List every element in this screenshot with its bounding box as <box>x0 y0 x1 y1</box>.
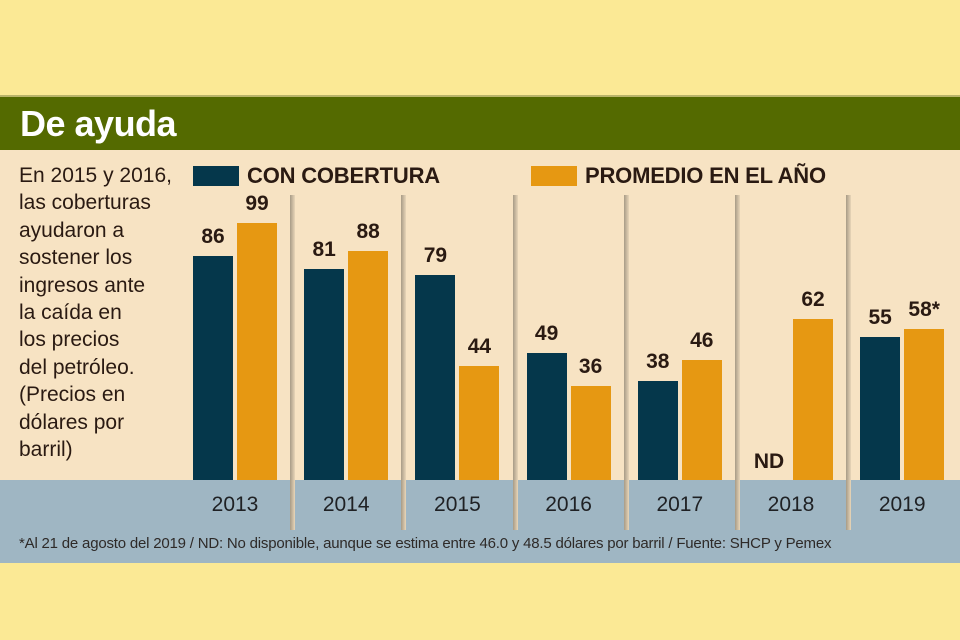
description-line: la caída en <box>19 301 122 325</box>
legend-label-con-cobertura: CON COBERTURA <box>247 163 440 188</box>
bar-con-cobertura-2016 <box>526 352 567 480</box>
data-label: 49 <box>534 321 559 345</box>
data-label: 44 <box>467 334 492 358</box>
x-tick-label: 2017 <box>656 493 704 516</box>
description-line: ayudaron a <box>19 218 125 242</box>
description-line: ingresos ante <box>19 273 146 297</box>
description-line: (Precios en <box>19 383 126 407</box>
description-line: los precios <box>19 328 120 352</box>
data-label: ND <box>753 450 785 473</box>
x-tick-label: 2013 <box>211 493 259 516</box>
axis-band <box>0 480 960 563</box>
bar-promedio-en-el-a-o-2017 <box>681 360 722 480</box>
bar-promedio-en-el-a-o-2015 <box>459 365 500 480</box>
bar-promedio-en-el-a-o-2019 <box>904 329 945 480</box>
x-tick-label: 2016 <box>545 493 592 516</box>
data-label: 36 <box>578 355 603 379</box>
x-tick-label: 2015 <box>434 493 481 516</box>
description-line: sostener los <box>19 246 133 270</box>
description-line: dólares por <box>19 410 125 434</box>
group-divider <box>290 195 296 530</box>
description-line: barril) <box>19 438 73 462</box>
x-tick-label: 2018 <box>767 493 815 516</box>
group-divider <box>512 195 518 530</box>
data-label: 55 <box>868 306 892 329</box>
data-label: 86 <box>201 225 225 249</box>
footnote: *Al 21 de agosto del 2019 / ND: No dispo… <box>19 535 832 552</box>
description-line: En 2015 y 2016, <box>19 164 172 187</box>
data-label: 58* <box>908 298 940 322</box>
x-tick-label: 2014 <box>322 493 370 516</box>
x-tick-label: 2019 <box>878 493 926 516</box>
data-label: 88 <box>356 220 380 244</box>
bar-con-cobertura-2017 <box>637 381 678 480</box>
bar-con-cobertura-2019 <box>860 337 901 480</box>
legend-label-promedio: PROMEDIO EN EL AÑO <box>585 163 826 188</box>
data-label: 62 <box>801 287 825 311</box>
legend-promedio: PROMEDIO EN EL AÑO <box>531 163 826 189</box>
bar-promedio-en-el-a-o-2014 <box>348 251 389 480</box>
bar-promedio-en-el-a-o-2013 <box>237 222 277 480</box>
group-divider <box>735 195 740 530</box>
header-bar <box>0 95 960 150</box>
description-text: En 2015 y 2016, las coberturas ayudaron a s… <box>19 162 179 463</box>
description-line: del petróleo. <box>19 355 135 379</box>
bar-promedio-en-el-a-o-2016 <box>570 386 611 480</box>
group-divider <box>623 195 629 530</box>
bar-promedio-en-el-a-o-2018 <box>793 318 833 480</box>
bar-con-cobertura-2014 <box>304 269 345 480</box>
group-divider <box>401 195 407 530</box>
description-line: las coberturas <box>19 191 151 215</box>
data-label: 38 <box>646 350 670 374</box>
data-label: 46 <box>690 329 714 353</box>
legend-con-cobertura: CON COBERTURA <box>193 163 440 189</box>
data-label: 81 <box>312 238 336 262</box>
group-divider <box>846 195 852 530</box>
data-label: 79 <box>423 243 448 267</box>
legend-swatch-con-cobertura <box>193 166 239 186</box>
chart-title: De ayuda <box>20 103 177 144</box>
bar-con-cobertura-2015 <box>415 274 456 480</box>
bar-con-cobertura-2013 <box>193 256 233 480</box>
legend-swatch-promedio <box>531 166 577 186</box>
data-label: 99 <box>245 191 269 215</box>
